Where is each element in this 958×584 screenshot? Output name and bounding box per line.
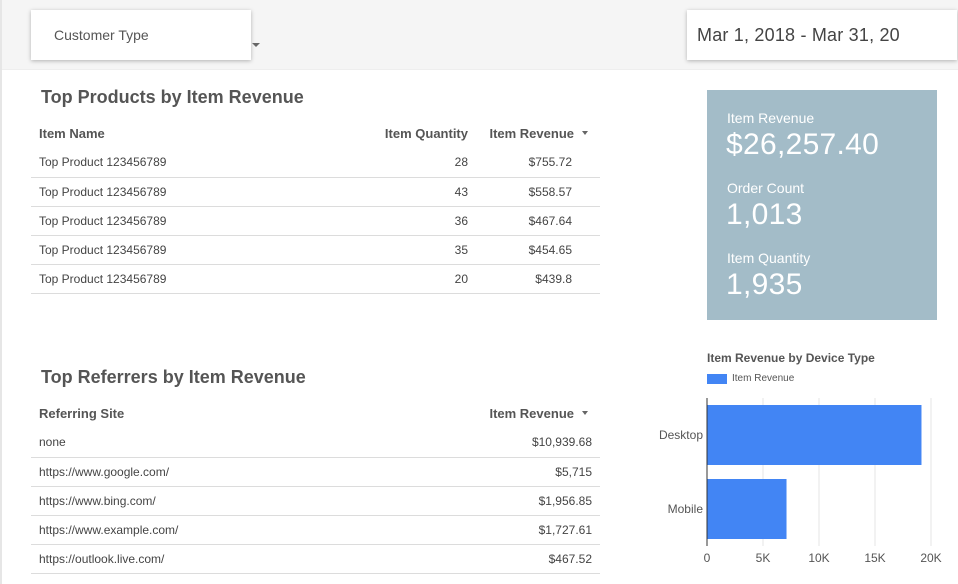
legend-label: Item Revenue	[732, 373, 795, 384]
sort-descending-icon	[582, 411, 588, 416]
legend-swatch	[707, 373, 727, 384]
referrer-revenue-cell: $10,939.68	[476, 428, 600, 458]
chevron-down-icon	[252, 43, 260, 47]
referrer-revenue-cell: $1,956.85	[476, 486, 600, 516]
top-products-table: Item Name Item Quantity Item Revenue Top…	[31, 118, 600, 294]
customer-type-dropdown[interactable]: Customer Type	[31, 10, 260, 60]
item-quantity-value: 1,935	[726, 268, 803, 301]
item-revenue-header[interactable]: Item Revenue	[476, 118, 600, 148]
x-tick-label: 20K	[920, 551, 941, 565]
item-name-cell: Top Product 123456789	[31, 235, 361, 265]
referring-site-cell: https://outlook.live.com/	[31, 544, 476, 574]
referring-site-cell: https://www.example.com/	[31, 515, 476, 545]
x-tick-label: 5K	[756, 551, 771, 565]
item-quantity-header[interactable]: Item Quantity	[361, 118, 476, 148]
referrer-revenue-cell: $467.52	[476, 544, 600, 574]
order-count-label: Order Count	[727, 180, 805, 196]
table-row: Top Product 123456789 36 $467.64	[31, 206, 600, 236]
order-count-value: 1,013	[726, 198, 803, 231]
item-name-cell: Top Product 123456789	[31, 264, 361, 294]
item-revenue-value: $26,257.40	[726, 128, 880, 161]
referrer-revenue-header[interactable]: Item Revenue	[476, 398, 600, 428]
table-header-row: Item Name Item Quantity Item Revenue	[31, 118, 600, 148]
table-row: none $10,939.68	[31, 428, 600, 458]
referrer-revenue-cell: $5,715	[476, 457, 600, 487]
top-referrers-title: Top Referrers by Item Revenue	[41, 367, 306, 387]
item-quantity-cell: 43	[361, 177, 476, 207]
referring-site-cell: https://www.bing.com/	[31, 486, 476, 516]
item-name-cell: Top Product 123456789	[31, 177, 361, 207]
x-tick-label: 0	[704, 551, 711, 565]
chart-legend: Item Revenue	[707, 373, 794, 384]
referring-site-cell: https://www.google.com/	[31, 457, 476, 487]
y-category-label: Desktop	[659, 428, 703, 442]
table-row: Top Product 123456789 20 $439.8	[31, 264, 600, 294]
chart-title: Item Revenue by Device Type	[707, 351, 875, 365]
kpi-scorecard: Item Revenue $26,257.40 Order Count 1,01…	[707, 90, 937, 320]
referrer-revenue-cell: $1,727.61	[476, 515, 600, 545]
bar-desktop	[707, 405, 922, 465]
top-referrers-table: Referring Site Item Revenue none $10,939.…	[31, 398, 600, 574]
item-name-header[interactable]: Item Name	[31, 118, 361, 148]
item-name-cell: Top Product 123456789	[31, 148, 361, 178]
top-products-title: Top Products by Item Revenue	[41, 87, 304, 107]
table-row: Top Product 123456789 28 $755.72	[31, 148, 600, 178]
referring-site-header[interactable]: Referring Site	[31, 398, 476, 428]
referring-site-cell: none	[31, 428, 476, 458]
item-revenue-cell: $439.8	[476, 264, 600, 294]
table-row: https://outlook.live.com/$467.52	[31, 544, 600, 574]
referrer-revenue-header-label: Item Revenue	[489, 405, 574, 421]
item-quantity-label: Item Quantity	[727, 250, 811, 266]
item-quantity-cell: 20	[361, 264, 476, 294]
left-border	[0, 0, 2, 584]
sort-descending-icon	[582, 131, 588, 136]
item-revenue-cell: $454.65	[476, 235, 600, 265]
item-revenue-cell: $558.57	[476, 177, 600, 207]
item-revenue-header-label: Item Revenue	[489, 125, 574, 141]
table-header-row: Referring Site Item Revenue	[31, 398, 600, 428]
item-quantity-cell: 36	[361, 206, 476, 236]
item-name-header-label: Item Name	[39, 125, 105, 141]
table-row: Top Product 123456789 43 $558.57	[31, 177, 600, 207]
date-range-dropdown[interactable]: Mar 1, 2018 - Mar 31, 2018	[687, 10, 957, 60]
table-row: https://www.google.com/$5,715	[31, 457, 600, 487]
item-quantity-cell: 35	[361, 235, 476, 265]
x-tick-label: 15K	[864, 551, 885, 565]
item-quantity-cell: 28	[361, 148, 476, 178]
item-revenue-cell: $755.72	[476, 148, 600, 178]
item-name-cell: Top Product 123456789	[31, 206, 361, 236]
device-revenue-chart: 0 5K 10K 15K 20K Desktop Mobile	[659, 398, 942, 565]
x-tick-label: 10K	[808, 551, 829, 565]
item-revenue-cell: $467.64	[476, 206, 600, 236]
table-row: https://www.example.com/$1,727.61	[31, 515, 600, 545]
referring-site-header-label: Referring Site	[39, 405, 125, 421]
customer-type-label: Customer Type	[54, 27, 149, 43]
y-category-label: Mobile	[668, 502, 704, 516]
bar-mobile	[707, 479, 787, 539]
item-revenue-label: Item Revenue	[727, 110, 815, 126]
table-row: Top Product 123456789 35 $454.65	[31, 235, 600, 265]
item-quantity-header-label: Item Quantity	[384, 125, 468, 141]
date-range-label: Mar 1, 2018 - Mar 31, 2018	[697, 24, 900, 45]
table-row: https://www.bing.com/$1,956.85	[31, 486, 600, 516]
